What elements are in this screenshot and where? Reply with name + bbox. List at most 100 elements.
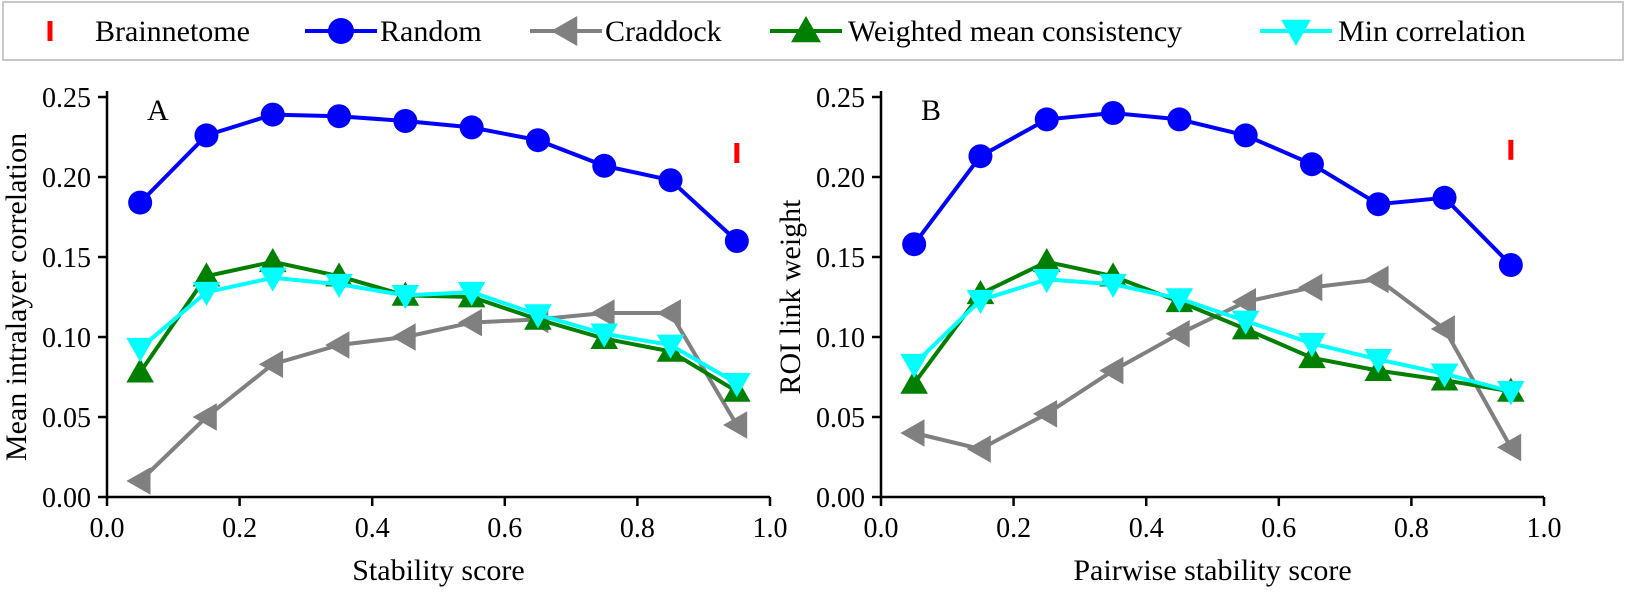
- data-point-random: [1034, 107, 1059, 132]
- data-point-min-correlation: [126, 337, 154, 362]
- x-tick-label: 0.6: [487, 513, 522, 544]
- legend-entry-random: Random: [305, 15, 482, 48]
- data-point-craddock: [1231, 288, 1256, 316]
- data-point-craddock: [126, 467, 151, 495]
- data-point-craddock: [966, 435, 991, 463]
- data-point-craddock: [457, 308, 482, 337]
- y-tick-label: 0.15: [816, 243, 865, 274]
- legend: Brainnetome Random Craddock Weighted mean c…: [2, 1, 1624, 61]
- data-point-craddock: [325, 331, 350, 359]
- data-point-min-correlation: [1497, 381, 1525, 406]
- y-axis-title: Mean intralayer correlation: [0, 133, 33, 461]
- x-tick-label: 1.0: [1527, 513, 1562, 544]
- legend-label-weighted-mean-consistency: Weighted mean consistency: [848, 15, 1182, 48]
- legend-entry-weighted-mean-consistency: Weighted mean consistency: [770, 15, 1182, 48]
- data-point-craddock: [723, 411, 748, 439]
- y-axis-title: ROI link weight: [774, 199, 807, 395]
- x-tick-label: 0.2: [222, 513, 257, 544]
- legend-entry-min-correlation: Min correlation: [1260, 15, 1525, 48]
- series-random: [902, 101, 1523, 277]
- y-tick-label: 0.00: [816, 483, 865, 514]
- data-point-min-correlation: [1099, 273, 1127, 298]
- series-line-craddock: [913, 277, 1513, 452]
- data-point-random: [327, 104, 352, 129]
- legend-entry-brainnetome: Brainnetome: [47, 15, 250, 48]
- series-line-min-correlation: [912, 277, 1512, 394]
- data-point-min-correlation: [258, 267, 287, 292]
- data-point-weighted-mean-consistency: [900, 369, 928, 394]
- legend-marker-random: [328, 18, 354, 44]
- y-tick-label: 0.20: [816, 163, 865, 194]
- panel-letter: A: [147, 94, 169, 127]
- legend-marker-min-correlation: [1281, 19, 1311, 46]
- data-point-craddock: [1099, 356, 1124, 385]
- data-point-craddock: [1298, 273, 1323, 302]
- y-tick-label: 0.00: [42, 483, 91, 514]
- data-point-craddock: [391, 323, 416, 351]
- data-point-random: [592, 153, 617, 178]
- data-point-random: [658, 168, 683, 193]
- data-point-min-correlation: [1430, 363, 1459, 388]
- data-point-min-correlation: [457, 281, 486, 306]
- data-point-min-correlation: [966, 289, 995, 314]
- data-point-min-correlation: [656, 334, 685, 359]
- data-point-craddock: [900, 419, 925, 447]
- x-tick-label: 1.0: [753, 513, 788, 544]
- data-point-random: [128, 190, 153, 215]
- x-axis-title: Pairwise stability score: [1073, 554, 1351, 587]
- data-point-craddock: [1430, 315, 1455, 343]
- data-point-random: [525, 128, 550, 153]
- data-point-weighted-mean-consistency: [126, 358, 154, 383]
- series-weighted-mean-consistency: [900, 248, 1525, 402]
- data-point-craddock: [192, 403, 217, 431]
- legend-label-min-correlation: Min correlation: [1338, 15, 1525, 48]
- series-line-craddock: [138, 311, 739, 483]
- data-point-craddock: [656, 299, 681, 327]
- series-craddock: [126, 299, 748, 495]
- data-point-random: [1101, 101, 1126, 125]
- data-point-craddock: [1165, 320, 1190, 348]
- panel-letter: B: [921, 94, 941, 127]
- legend-label-random: Random: [380, 15, 482, 48]
- x-tick-label: 0.4: [1129, 513, 1164, 544]
- data-point-min-correlation: [1165, 288, 1194, 313]
- data-point-brainnetome: [734, 143, 740, 163]
- data-point-random: [724, 229, 749, 253]
- series-line-weighted-mean-consistency: [138, 259, 738, 394]
- data-point-random: [1233, 123, 1258, 148]
- x-tick-label: 0.8: [620, 513, 655, 544]
- data-point-random: [194, 123, 219, 148]
- data-point-craddock: [1497, 433, 1522, 462]
- y-tick-label: 0.10: [42, 323, 91, 354]
- data-point-min-correlation: [590, 323, 619, 348]
- data-point-min-correlation: [391, 285, 420, 310]
- data-point-min-correlation: [524, 304, 552, 329]
- data-point-random: [393, 109, 418, 133]
- x-axis-title: Stability score: [352, 554, 524, 587]
- data-point-min-correlation: [325, 273, 353, 298]
- data-point-min-correlation: [900, 353, 928, 378]
- series-weighted-mean-consistency: [126, 248, 751, 402]
- data-point-random: [968, 144, 993, 169]
- data-point-min-correlation: [723, 373, 751, 398]
- series-line-random: [912, 110, 1513, 267]
- legend-marker-craddock: [551, 16, 578, 46]
- data-point-random: [459, 115, 484, 140]
- data-point-min-correlation: [192, 281, 221, 306]
- data-point-random: [1432, 185, 1457, 210]
- x-tick-label: 0.0: [864, 513, 899, 544]
- data-point-min-correlation: [1231, 310, 1260, 335]
- data-point-min-correlation: [1364, 349, 1393, 374]
- series-min-correlation: [900, 269, 1525, 406]
- data-point-random: [1366, 192, 1391, 217]
- data-point-craddock: [1364, 265, 1389, 294]
- data-point-random: [902, 232, 927, 257]
- data-point-random: [1299, 152, 1324, 177]
- series-line-random: [138, 112, 739, 243]
- data-point-random: [1498, 253, 1523, 277]
- y-tick-label: 0.25: [42, 83, 91, 114]
- data-point-weighted-mean-consistency: [258, 248, 287, 273]
- series-line-min-correlation: [138, 275, 738, 386]
- data-point-craddock: [590, 299, 615, 327]
